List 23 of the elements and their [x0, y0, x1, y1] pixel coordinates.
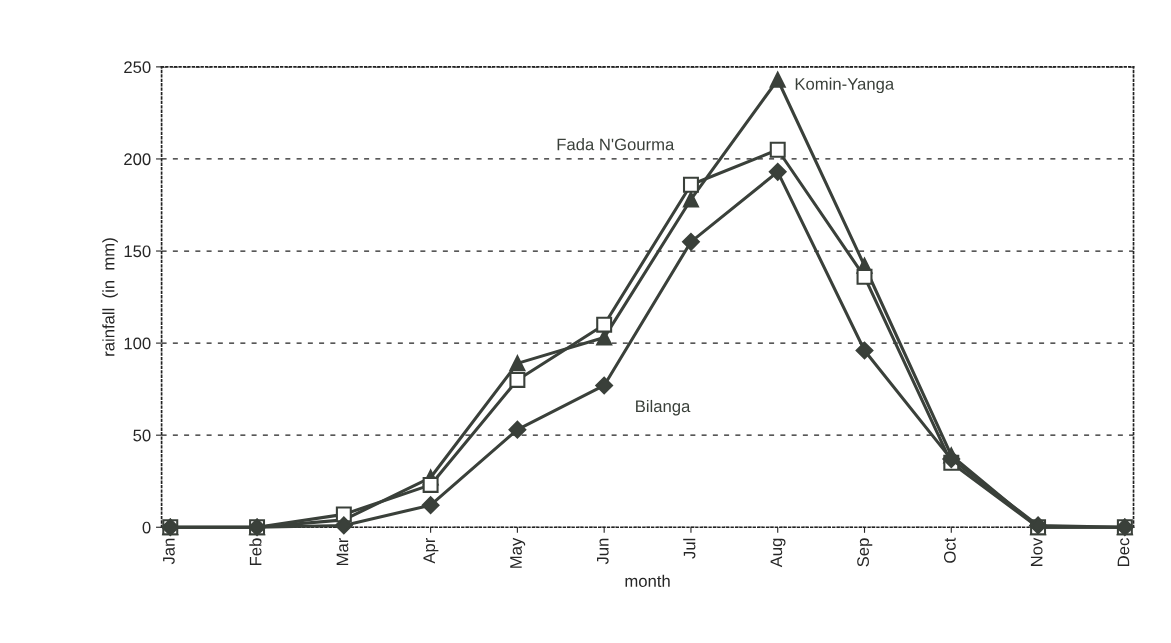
- x-tick-label: Nov: [1030, 537, 1043, 566]
- y-tick-label: 100: [124, 337, 151, 350]
- y-tick-label: 0: [142, 521, 151, 534]
- x-tick-label: Aug: [770, 538, 786, 568]
- x-tick-label: Apr: [423, 537, 439, 564]
- x-tick-label: Jan: [163, 538, 175, 565]
- y-axis-title: rainfall (in mm): [102, 238, 118, 356]
- series-label: Komin-Yanga: [795, 77, 895, 94]
- y-tick-label: 200: [124, 153, 151, 166]
- series-label: Bilanga: [636, 399, 691, 416]
- x-tick-label: Jul: [683, 538, 696, 559]
- x-tick-label: Sep: [857, 538, 873, 567]
- y-tick-label: 50: [133, 429, 151, 442]
- y-tick-label: 150: [124, 245, 151, 258]
- x-tick-label: Dec: [1117, 538, 1130, 566]
- x-axis-title: month: [625, 574, 670, 587]
- x-tick-label: Feb: [249, 538, 262, 566]
- x-tick-label: May: [510, 537, 526, 568]
- series-label: Fada N'Gourma: [557, 138, 675, 151]
- x-tick-label: Jun: [597, 538, 609, 565]
- y-tick-label: 250: [124, 61, 151, 74]
- x-tick-label: Oct: [943, 537, 956, 563]
- x-tick-label: Mar: [336, 537, 349, 566]
